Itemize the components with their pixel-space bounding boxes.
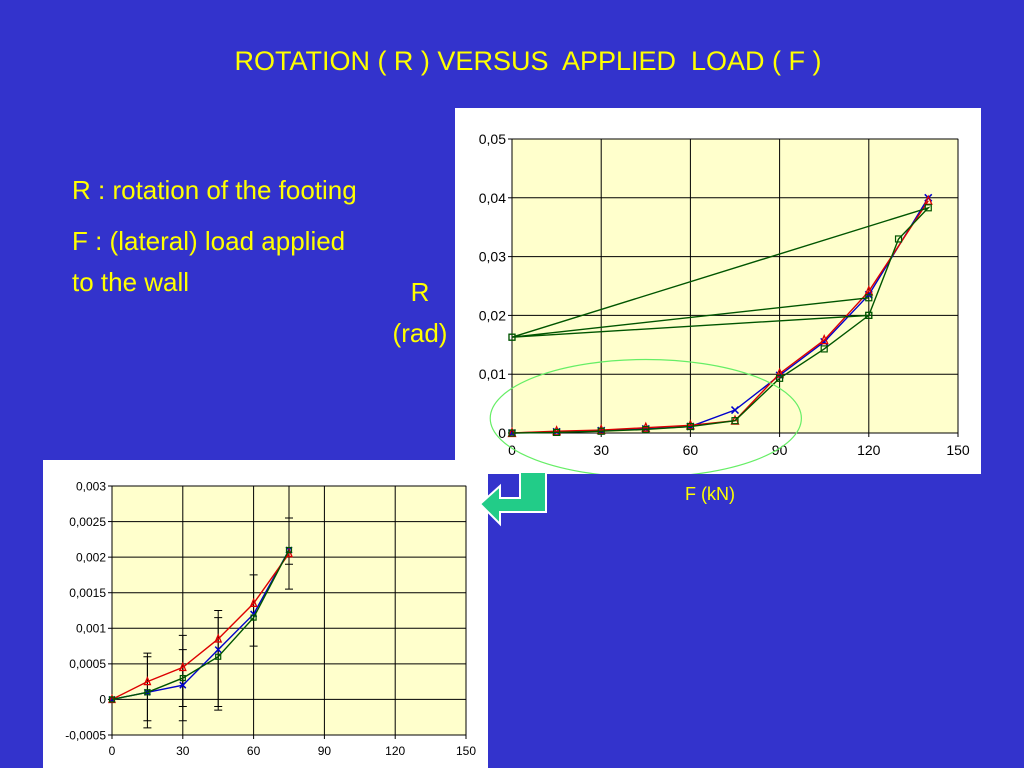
y-tick-label: 0,001 (76, 622, 106, 636)
x-tick-label: 0 (508, 442, 516, 458)
data-point (819, 333, 829, 345)
zoom-chart: -0,000500,00050,0010,00150,0020,00250,00… (43, 460, 488, 768)
data-point (731, 417, 739, 425)
definition-r: R : rotation of the footing (72, 175, 357, 205)
data-point (249, 597, 258, 608)
x-tick-label: 60 (683, 442, 699, 458)
definitions: R : rotation of the footing F : (lateral… (72, 170, 372, 313)
y-tick-label: 0,01 (479, 366, 506, 382)
data-point (597, 427, 605, 435)
data-point (686, 422, 694, 431)
y-tick-label: 0,003 (76, 479, 106, 493)
x-axis-label: F (kN) (685, 484, 735, 504)
x-tick-label: 90 (318, 744, 332, 758)
error-bars (143, 485, 293, 729)
y-tick-label: 0 (498, 425, 506, 441)
y-axis-label-line1: R (410, 277, 430, 307)
data-point (552, 428, 561, 437)
data-point (685, 419, 695, 430)
series-3 (108, 546, 293, 703)
y-tick-label: 0,0005 (69, 657, 106, 671)
x-tick-label: 120 (385, 744, 405, 758)
y-tick-label: 0,03 (479, 249, 506, 265)
data-point (178, 661, 187, 672)
series-2 (108, 547, 293, 704)
plot-area (511, 138, 959, 434)
data-point (865, 311, 873, 319)
bent-arrow-left-icon (478, 471, 547, 527)
x-tick-label: 60 (247, 744, 261, 758)
data-point (285, 546, 293, 554)
highlight-ellipse (489, 358, 802, 474)
series-line (511, 206, 931, 434)
y-tick-label: 0,0025 (69, 515, 106, 529)
series-3 (508, 204, 932, 437)
main-chart: 00,010,020,030,040,050 30 60 90 120 150 (455, 108, 981, 474)
data-point (214, 633, 223, 643)
y-tick-label: 0,0015 (69, 586, 106, 600)
y-tick-label: 0,002 (76, 550, 106, 564)
data-point (179, 674, 186, 682)
data-point (730, 406, 740, 415)
x-tick-label: 150 (946, 442, 970, 458)
x-tick-label: 120 (857, 442, 881, 458)
data-point (596, 423, 606, 435)
gridlines (508, 138, 959, 437)
error-bar (249, 574, 258, 647)
x-tick-label: 30 (593, 442, 609, 458)
data-point (215, 653, 222, 660)
y-axis-label: R (rad) (378, 272, 462, 354)
data-point (894, 235, 903, 243)
data-point (865, 294, 873, 302)
data-point (508, 429, 516, 437)
data-point (508, 333, 516, 341)
y-tick-label: 0,05 (479, 131, 506, 147)
data-point (924, 204, 932, 212)
data-point (179, 681, 187, 689)
y-tick-label: -0,0005 (65, 728, 106, 742)
slide-title: ROTATION ( R ) VERSUS APPLIED LOAD ( F ) (234, 46, 822, 76)
x-tick-label: 30 (176, 744, 190, 758)
y-tick-label: 0 (99, 693, 106, 707)
data-point (552, 425, 562, 436)
error-bar (214, 617, 223, 708)
x-tick-label: 150 (456, 744, 476, 758)
series-line (111, 549, 290, 701)
data-point (143, 675, 152, 686)
x-tick-label: 0 (109, 744, 116, 758)
definition-f: F : (lateral) load applied to the wall (72, 226, 346, 297)
data-point (144, 689, 151, 696)
y-axis-label-line2: (rad) (392, 318, 448, 348)
data-point (775, 367, 785, 378)
error-bar (143, 656, 152, 722)
data-point (214, 646, 222, 654)
y-tick-label: 0,02 (479, 307, 506, 323)
data-point (776, 374, 784, 382)
data-point (820, 345, 828, 353)
series-line (111, 553, 290, 701)
data-point (108, 696, 116, 703)
y-tick-label: 0,04 (479, 190, 506, 206)
data-point (641, 421, 651, 432)
data-point (642, 425, 650, 434)
data-point (250, 614, 257, 621)
